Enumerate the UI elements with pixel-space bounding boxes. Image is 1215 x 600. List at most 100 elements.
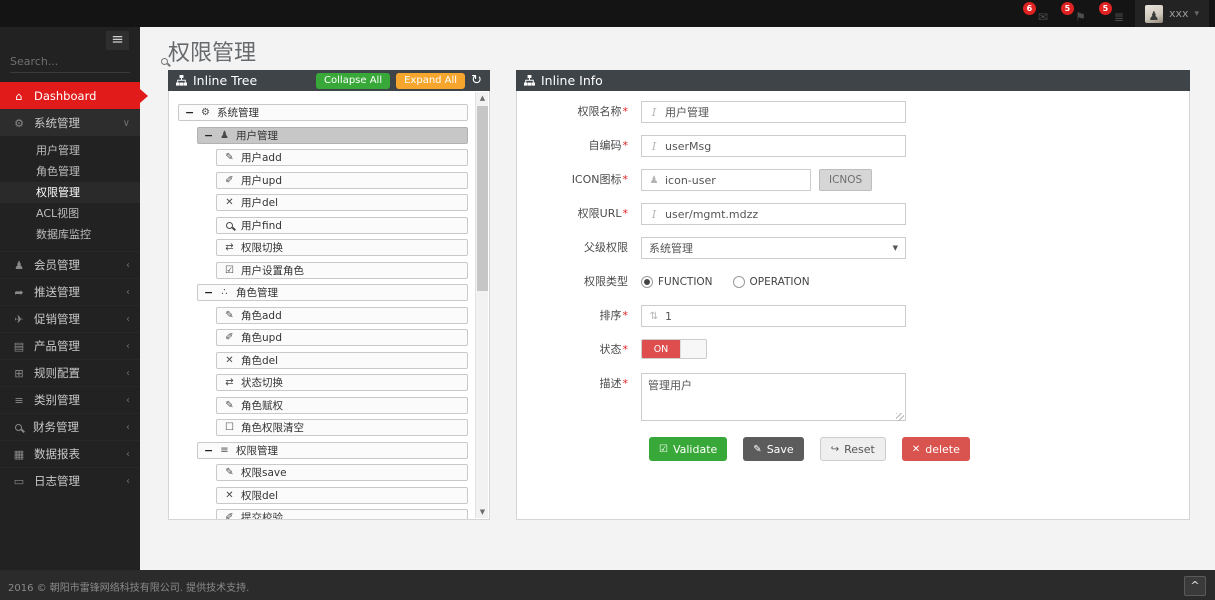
tree-node-权限save[interactable]: ✎ 权限save xyxy=(216,464,468,481)
tree-node-label: 角色管理 xyxy=(236,287,278,299)
sidebar-item-类别管理[interactable]: ≡ 类别管理 ‹ xyxy=(0,386,140,413)
scroll-down-icon[interactable]: ▼ xyxy=(479,508,486,516)
tree-scrollbar[interactable]: ▲ ▼ xyxy=(475,92,488,518)
resize-grip-icon[interactable] xyxy=(896,413,904,421)
status-toggle[interactable]: ON xyxy=(641,339,707,359)
field-input-ICON图标[interactable] xyxy=(665,173,810,187)
tree-node-角色del[interactable]: ✕ 角色del xyxy=(216,351,468,369)
envelope-icon: ✉ xyxy=(1037,10,1048,24)
toggle-handle xyxy=(680,340,706,358)
required-asterisk: * xyxy=(622,173,629,186)
tree-node-角色管理[interactable]: − ∴ 角色管理 xyxy=(197,284,468,301)
save-button[interactable]: ✎ Save xyxy=(743,437,804,461)
reset-button[interactable]: ↪ Reset xyxy=(819,437,886,461)
field-label: 排序* xyxy=(599,309,629,322)
tree-node-系统管理[interactable]: − ⚙ 系统管理 xyxy=(178,104,468,121)
sidebar-item-促销管理[interactable]: ✈ 促销管理 ‹ xyxy=(0,305,140,332)
tree-node-label: 角色upd xyxy=(241,332,282,344)
sidebar-item-会员管理[interactable]: ♟ 会员管理 ‹ xyxy=(0,251,140,278)
sidebar-subitem-ACL视图[interactable]: ACL视图 xyxy=(36,207,80,220)
collapse-all-button[interactable]: Collapse All xyxy=(316,72,391,89)
scrollbar-thumb[interactable] xyxy=(477,106,488,291)
collapse-minus-icon[interactable]: − xyxy=(204,128,214,142)
sidebar-item-label: 财务管理 xyxy=(33,420,79,434)
pencil-icon: ✎ xyxy=(225,309,234,321)
tree-node-角色add[interactable]: ✎ 角色add xyxy=(216,306,468,324)
tree-node-角色权限清空[interactable]: ☐ 角色权限清空 xyxy=(216,419,468,436)
notification-flag[interactable]: ⚑ 5 xyxy=(1059,0,1089,27)
sidebar-item-系统管理[interactable]: ⚙ 系统管理 ∨ xyxy=(0,109,140,136)
field-input-wrap: I xyxy=(641,203,906,225)
user-icon: ♟ xyxy=(14,258,24,272)
sidebar-subitem-数据库监控[interactable]: 数据库监控 xyxy=(36,228,91,241)
scroll-up-icon[interactable]: ▲ xyxy=(479,94,486,102)
tree-node-权限切换[interactable]: ⇄ 权限切换 xyxy=(216,239,468,256)
tree-node-label: 权限切换 xyxy=(241,242,283,254)
tree-node-角色upd[interactable]: ✐ 角色upd xyxy=(216,329,468,346)
sidebar-subitem-角色管理[interactable]: 角色管理 xyxy=(36,165,80,178)
tree-node-角色赋权[interactable]: ✎ 角色赋权 xyxy=(216,396,468,414)
refresh-icon[interactable]: ↻ xyxy=(471,73,482,88)
search-icon[interactable] xyxy=(161,58,168,65)
sidebar-item-财务管理[interactable]: 财务管理 ‹ xyxy=(0,413,140,440)
field-input-自编码[interactable] xyxy=(665,139,898,153)
user-menu[interactable]: ♟ xxx ▾ xyxy=(1134,0,1209,27)
sidebar-subitem-用户管理[interactable]: 用户管理 xyxy=(36,144,80,157)
chevron-left-icon: ‹ xyxy=(126,313,130,325)
scroll-to-top-button[interactable]: ^ xyxy=(1184,576,1206,596)
sidebar-item-产品管理[interactable]: ▤ 产品管理 ‹ xyxy=(0,332,140,359)
delete-button[interactable]: ✕ delete xyxy=(901,437,970,461)
field-input-wrap: I xyxy=(641,135,906,157)
tree-node-用户del[interactable]: ✕ 用户del xyxy=(216,194,468,211)
radio-OPERATION[interactable]: OPERATION xyxy=(732,276,810,288)
collapse-minus-icon[interactable]: − xyxy=(185,106,195,119)
sidebar-item-日志管理[interactable]: ▭ 日志管理 ‹ xyxy=(0,467,140,494)
sidebar-item-推送管理[interactable]: ➦ 推送管理 ‹ xyxy=(0,278,140,305)
sidebar-item-数据报表[interactable]: ▦ 数据报表 ‹ xyxy=(0,440,140,467)
notification-envelope[interactable]: ✉ 6 xyxy=(1021,0,1051,27)
field-input-排序[interactable] xyxy=(665,309,898,323)
tree-node-label: 用户add xyxy=(241,152,282,164)
expand-all-button[interactable]: Expand All xyxy=(396,72,466,89)
field-input-权限URL[interactable] xyxy=(665,207,898,221)
select-caret-icon: ▼ xyxy=(892,244,898,252)
button-label: Reset xyxy=(844,442,875,456)
search-input[interactable] xyxy=(10,55,155,68)
pencil-icon: ✎ xyxy=(753,443,762,455)
sidebar-item-Dashboard[interactable]: ⌂ Dashboard xyxy=(0,82,140,109)
menu-toggle-icon[interactable]: ≡ xyxy=(106,31,129,50)
tree-node-提交校验[interactable]: ✐ 提交校验 xyxy=(216,509,468,519)
icons-picker-button[interactable]: ICNOS xyxy=(819,169,873,191)
field-label: 权限名称* xyxy=(577,105,629,118)
field-select-父级权限[interactable]: 系统管理 ▼ xyxy=(641,237,906,259)
tree-node-label: 权限管理 xyxy=(236,444,278,457)
tree-node-状态切换[interactable]: ⇄ 状态切换 xyxy=(216,374,468,391)
collapse-minus-icon[interactable]: − xyxy=(204,286,214,299)
radio-group: FUNCTION OPERATION xyxy=(641,271,810,293)
tree-node-用户管理[interactable]: − ♟ 用户管理 xyxy=(197,126,468,144)
notification-tasks[interactable]: ≣ 5 xyxy=(1097,0,1127,27)
tree-node-用户设置角色[interactable]: ☑ 用户设置角色 xyxy=(216,261,468,279)
form-row-自编码: 自编码* I xyxy=(517,135,1189,157)
tree-node-label: 用户设置角色 xyxy=(241,264,304,277)
tree-node-权限del[interactable]: ✕ 权限del xyxy=(216,486,468,504)
field-input-权限名称[interactable] xyxy=(665,105,898,119)
radio-FUNCTION[interactable]: FUNCTION xyxy=(641,276,713,288)
sidebar-item-规则配置[interactable]: ⊞ 规则配置 ‹ xyxy=(0,359,140,386)
italic-icon: I xyxy=(651,139,657,153)
validate-button[interactable]: ☑ Validate xyxy=(649,437,728,461)
button-label: Validate xyxy=(672,442,718,456)
square-icon: ☐ xyxy=(225,422,234,433)
pencil-icon: ✎ xyxy=(225,467,234,478)
sidebar-subitem-权限管理[interactable]: 权限管理 xyxy=(0,182,140,203)
tree-node-权限管理[interactable]: − ≡ 权限管理 xyxy=(197,441,468,459)
edit-icon: ✐ xyxy=(225,174,234,186)
sidebar-item-label: 类别管理 xyxy=(34,393,80,407)
tree-node-用户find[interactable]: 用户find xyxy=(216,216,468,234)
collapse-minus-icon[interactable]: − xyxy=(204,443,214,457)
tree-node-用户upd[interactable]: ✐ 用户upd xyxy=(216,171,468,189)
field-textarea-描述[interactable] xyxy=(641,373,906,421)
tree-node-label: 权限save xyxy=(241,467,287,479)
tree-node-用户add[interactable]: ✎ 用户add xyxy=(216,149,468,166)
